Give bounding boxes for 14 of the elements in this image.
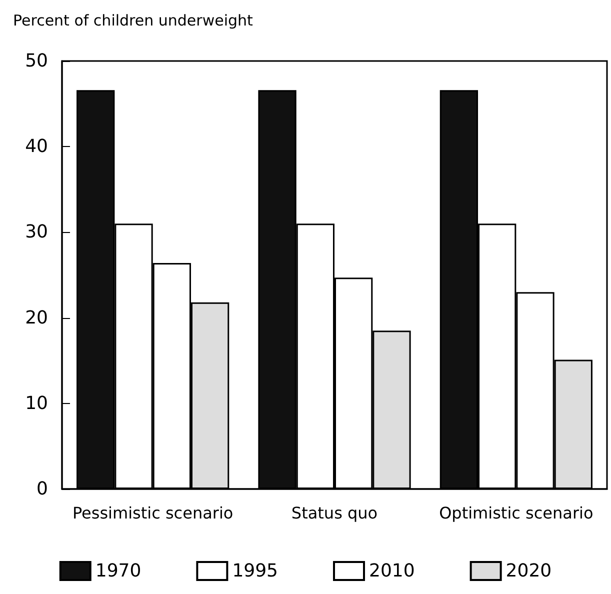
y-axis-title: Percent of children underweight xyxy=(13,12,254,30)
y-tick-label: 50 xyxy=(25,50,48,72)
legend-label: 2010 xyxy=(369,560,415,582)
x-tick-label: Status quo xyxy=(291,504,378,522)
y-tick-label: 10 xyxy=(25,392,48,414)
x-tick-label: Optimistic scenario xyxy=(439,504,594,522)
legend-label: 2020 xyxy=(506,560,552,582)
legend-label: 1970 xyxy=(95,560,142,582)
y-tick-label: 40 xyxy=(25,136,48,158)
legend-label: 1995 xyxy=(232,560,278,582)
y-tick-label: 0 xyxy=(36,478,48,500)
x-tick-label: Pessimistic scenario xyxy=(72,504,234,522)
y-tick-label: 20 xyxy=(25,307,48,328)
y-tick-label: 30 xyxy=(25,222,48,243)
